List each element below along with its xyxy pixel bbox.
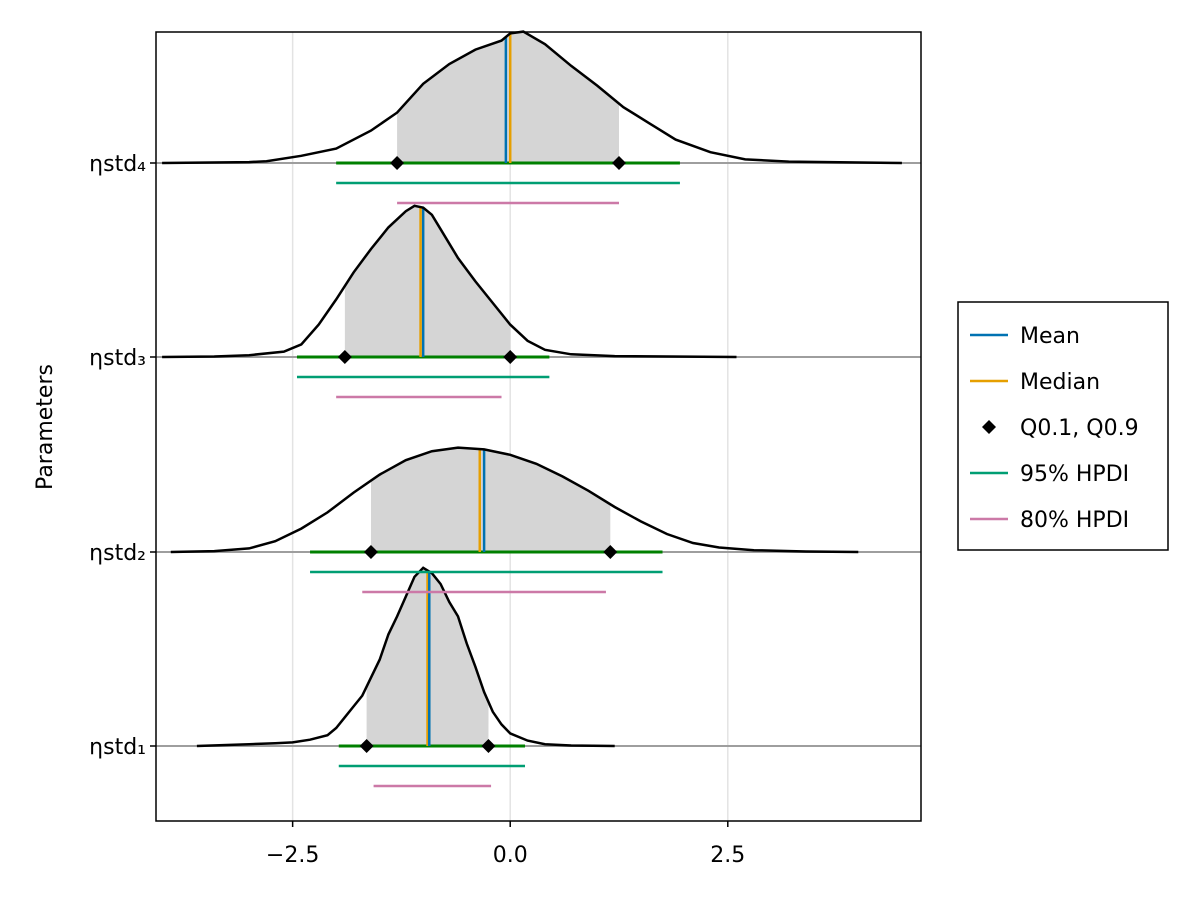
density-curve: [162, 204, 737, 359]
x-axis: −2.5 0.0 2.5: [266, 821, 745, 868]
legend-label: 95% HPDI: [1020, 462, 1129, 487]
density-curve: [196, 566, 615, 748]
x-tick-label: −2.5: [266, 843, 319, 868]
density-fill: [397, 31, 620, 164]
density-fill: [344, 206, 511, 357]
y-tick-label: ηstd₄: [89, 152, 146, 177]
density-curve: [170, 446, 859, 554]
legend-label: Q0.1, Q0.9: [1020, 416, 1139, 441]
q10-marker: [337, 350, 352, 364]
q10-marker: [390, 156, 405, 170]
y-tick-label: ηstd₁: [89, 735, 146, 760]
legend-label: Median: [1020, 370, 1100, 395]
y-axis: ηstd₁ ηstd₂ ηstd₃ ηstd₄: [89, 152, 156, 760]
y-tick-label: ηstd₃: [89, 346, 146, 371]
plot-frame: [155, 31, 922, 822]
q10-marker: [359, 739, 374, 753]
y-tick-label: ηstd₂: [89, 541, 146, 566]
density-curve: [162, 30, 902, 165]
q90-marker: [481, 739, 496, 753]
q90-marker: [612, 156, 627, 170]
density-fill: [370, 447, 611, 552]
q90-marker: [503, 350, 518, 364]
legend-swatch: [982, 420, 996, 434]
x-tick-label: 2.5: [710, 843, 745, 868]
x-tick-label: 0.0: [493, 843, 528, 868]
ridge-4: [156, 30, 921, 205]
y-axis-title: Parameters: [33, 364, 58, 490]
legend: Mean Median Q0.1, Q0.9 95% HPDI 80% HPDI: [957, 301, 1169, 551]
q10-marker: [363, 545, 378, 559]
legend-label: 80% HPDI: [1020, 508, 1129, 533]
ridge-3: [156, 204, 921, 399]
legend-label: Mean: [1020, 324, 1080, 349]
ridges: [156, 30, 921, 788]
ridge-1: [156, 566, 921, 788]
q90-marker: [603, 545, 618, 559]
ridge-2: [156, 446, 921, 594]
